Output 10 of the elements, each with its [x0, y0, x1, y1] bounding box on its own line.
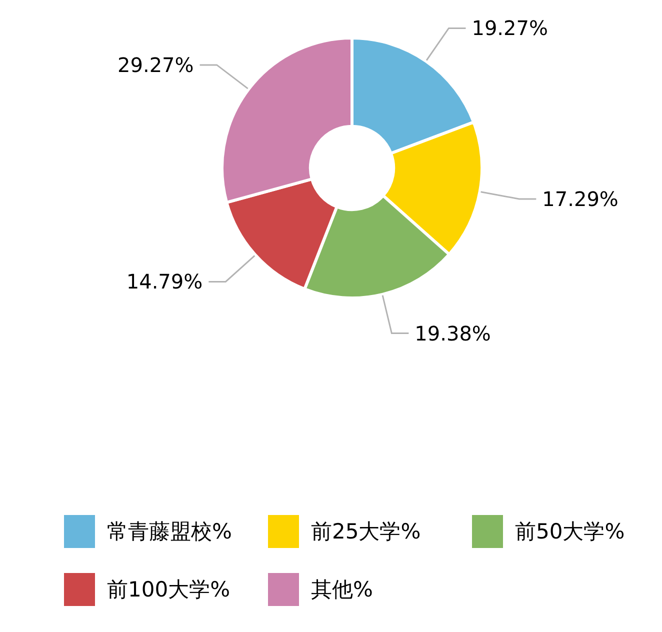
data-label: 17.29%	[542, 186, 618, 211]
data-label: 19.27%	[472, 16, 548, 40]
data-label: 14.79%	[126, 270, 203, 294]
legend-label: 其他%	[311, 578, 373, 602]
data-label: 29.27%	[118, 52, 194, 77]
legend-label: 常青藤盟校%	[107, 520, 232, 544]
legend-label: 前100大学%	[107, 578, 230, 602]
legend-label: 前50大学%	[515, 520, 625, 544]
data-label: 19.38%	[414, 321, 491, 346]
legend-label: 前25大学%	[311, 520, 421, 544]
